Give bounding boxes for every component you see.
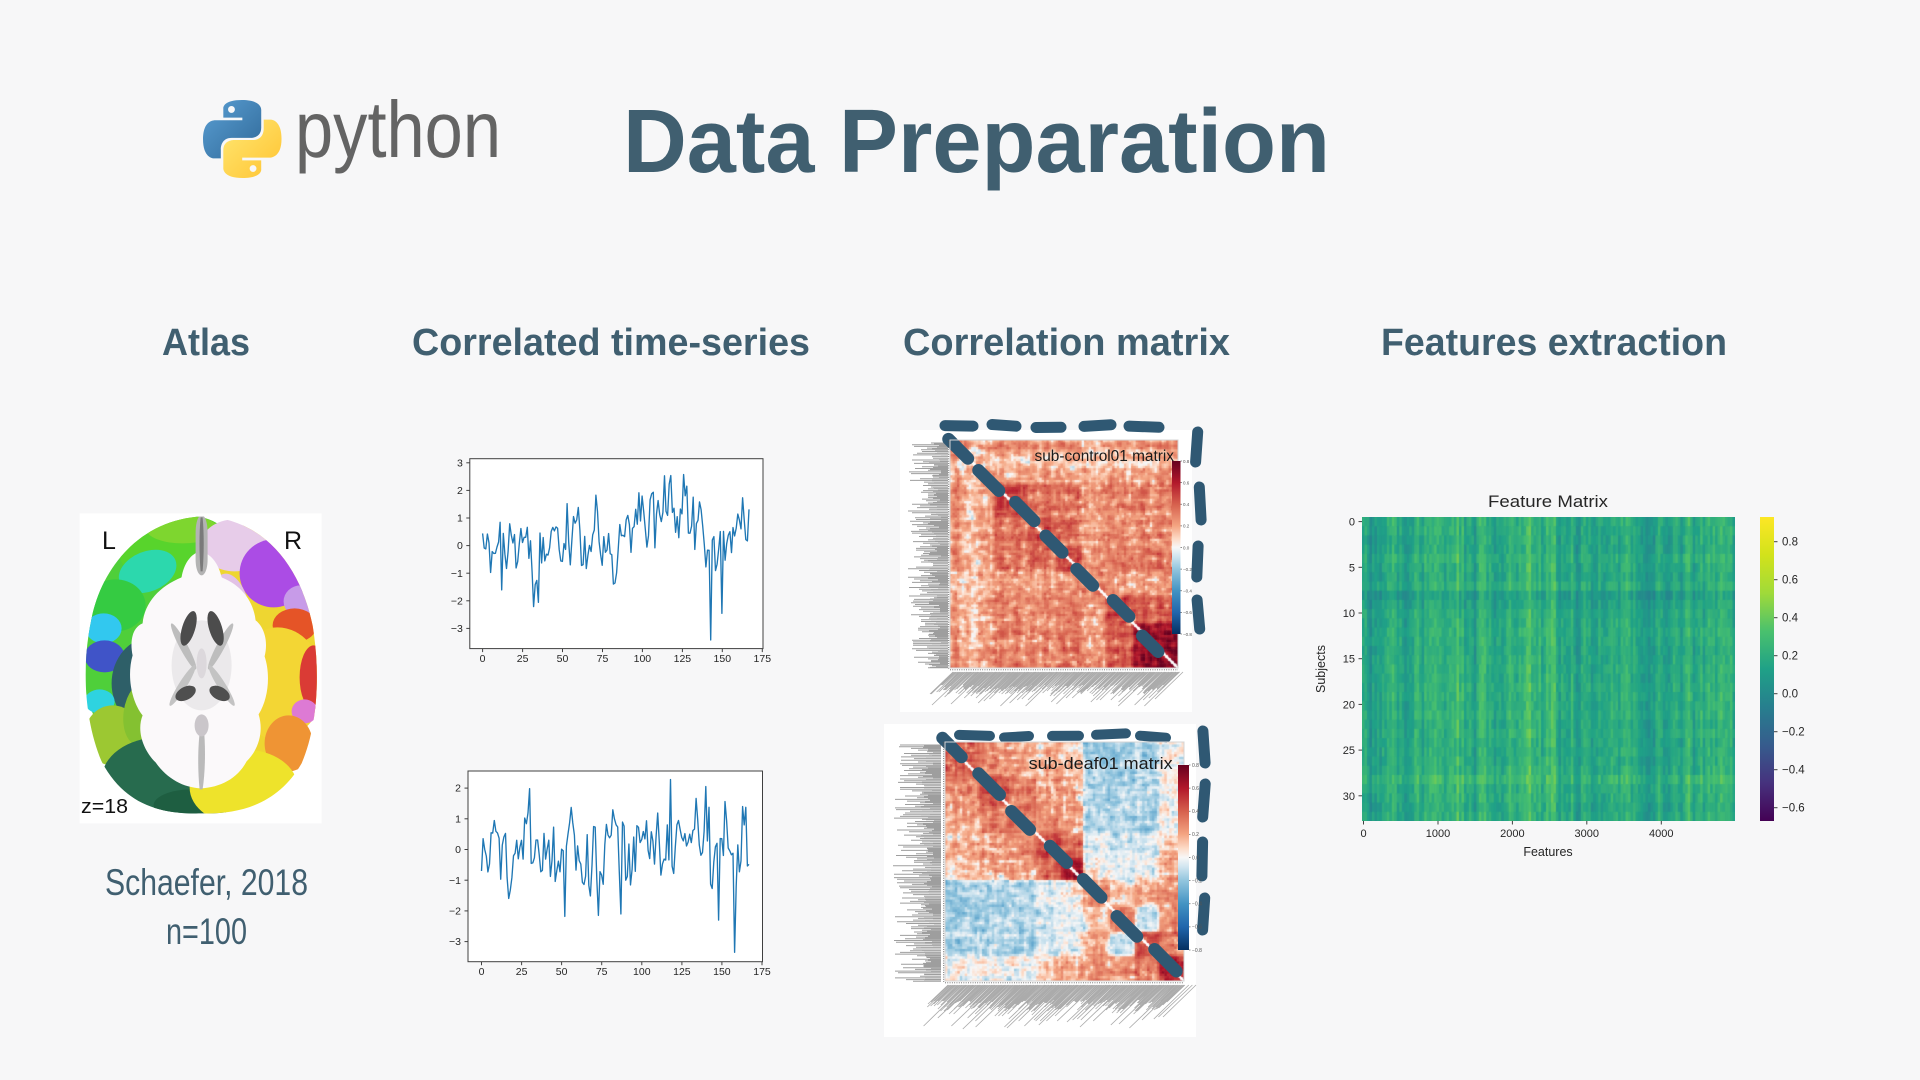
svg-text:Features extraction: Features extraction xyxy=(1381,322,1727,364)
svg-text:0.4: 0.4 xyxy=(1192,809,1199,815)
svg-text:Atlas: Atlas xyxy=(162,322,250,364)
svg-text:0.2: 0.2 xyxy=(1782,651,1798,663)
svg-text:−0.8: −0.8 xyxy=(1192,948,1202,954)
svg-text:−0.2: −0.2 xyxy=(1782,727,1805,739)
svg-text:−0.4: −0.4 xyxy=(1192,902,1202,908)
svg-text:−0.4: −0.4 xyxy=(1782,765,1805,777)
svg-text:0.6: 0.6 xyxy=(1782,575,1798,587)
svg-text:1: 1 xyxy=(457,513,463,525)
svg-text:1: 1 xyxy=(455,813,461,825)
svg-text:Feature Matrix: Feature Matrix xyxy=(1488,493,1609,511)
svg-text:2000: 2000 xyxy=(1500,828,1524,840)
svg-text:0.0: 0.0 xyxy=(1192,855,1199,861)
svg-text:75: 75 xyxy=(597,653,609,665)
svg-text:0.6: 0.6 xyxy=(1183,480,1190,485)
svg-text:−0.4: −0.4 xyxy=(1183,589,1192,594)
svg-text:1000: 1000 xyxy=(1426,828,1450,840)
svg-text:25: 25 xyxy=(1343,745,1355,757)
svg-text:0.8: 0.8 xyxy=(1183,459,1190,464)
svg-text:150: 150 xyxy=(714,653,732,665)
svg-text:−0.6: −0.6 xyxy=(1782,803,1805,815)
svg-text:0.6: 0.6 xyxy=(1192,786,1199,792)
svg-text:0: 0 xyxy=(479,966,485,978)
svg-text:−3: −3 xyxy=(449,936,461,948)
svg-text:n=100: n=100 xyxy=(166,911,247,952)
svg-text:3000: 3000 xyxy=(1575,828,1599,840)
svg-text:0.8: 0.8 xyxy=(1192,763,1199,769)
svg-text:2: 2 xyxy=(457,485,463,497)
svg-text:0: 0 xyxy=(480,653,486,665)
svg-text:175: 175 xyxy=(753,966,771,978)
svg-text:100: 100 xyxy=(633,966,651,978)
svg-text:python: python xyxy=(295,85,501,174)
svg-text:−0.8: −0.8 xyxy=(1183,632,1192,637)
svg-text:0.4: 0.4 xyxy=(1782,613,1799,625)
svg-text:−2: −2 xyxy=(451,595,463,607)
svg-text:100: 100 xyxy=(634,653,652,665)
svg-text:−3: −3 xyxy=(451,623,463,635)
svg-text:−2: −2 xyxy=(449,906,461,918)
svg-text:Correlated time-series: Correlated time-series xyxy=(412,322,810,364)
svg-text:125: 125 xyxy=(674,653,692,665)
svg-text:−1: −1 xyxy=(451,568,463,580)
svg-text:0.8: 0.8 xyxy=(1782,537,1798,549)
svg-text:−0.6: −0.6 xyxy=(1192,925,1202,931)
svg-text:−0.6: −0.6 xyxy=(1183,610,1192,615)
svg-text:0: 0 xyxy=(455,844,461,856)
svg-text:sub-control01 matrix: sub-control01 matrix xyxy=(1035,448,1175,465)
svg-text:3: 3 xyxy=(457,457,463,469)
svg-text:5: 5 xyxy=(1349,562,1355,574)
svg-text:z=18: z=18 xyxy=(81,796,128,818)
svg-text:0.4: 0.4 xyxy=(1183,502,1190,507)
svg-text:−1: −1 xyxy=(449,875,461,887)
svg-text:sub-deaf01 matrix: sub-deaf01 matrix xyxy=(1029,754,1174,773)
svg-text:0: 0 xyxy=(457,540,463,552)
svg-text:50: 50 xyxy=(556,966,568,978)
svg-text:Features: Features xyxy=(1523,845,1572,859)
svg-text:0.2: 0.2 xyxy=(1192,832,1199,838)
svg-text:Data Preparation: Data Preparation xyxy=(623,92,1330,192)
svg-text:0: 0 xyxy=(1360,828,1366,840)
svg-text:30: 30 xyxy=(1343,791,1355,803)
svg-text:−0.2: −0.2 xyxy=(1183,567,1192,572)
svg-text:L: L xyxy=(102,527,116,555)
svg-text:0.2: 0.2 xyxy=(1183,524,1190,529)
svg-text:25: 25 xyxy=(516,966,528,978)
svg-text:175: 175 xyxy=(754,653,772,665)
svg-text:Schaefer, 2018: Schaefer, 2018 xyxy=(105,862,308,903)
svg-text:10: 10 xyxy=(1343,608,1355,620)
svg-text:0.0: 0.0 xyxy=(1782,689,1798,701)
svg-text:2: 2 xyxy=(455,783,461,795)
svg-text:0.0: 0.0 xyxy=(1183,545,1190,550)
svg-text:R: R xyxy=(284,527,302,555)
svg-text:Subjects: Subjects xyxy=(1314,645,1328,693)
svg-text:−0.2: −0.2 xyxy=(1192,878,1202,884)
svg-text:15: 15 xyxy=(1343,654,1355,666)
svg-text:4000: 4000 xyxy=(1649,828,1673,840)
svg-text:Correlation matrix: Correlation matrix xyxy=(903,322,1230,364)
svg-text:75: 75 xyxy=(596,966,608,978)
svg-text:50: 50 xyxy=(557,653,569,665)
svg-text:0: 0 xyxy=(1349,517,1355,529)
svg-text:20: 20 xyxy=(1343,699,1355,711)
svg-text:25: 25 xyxy=(517,653,529,665)
svg-text:150: 150 xyxy=(713,966,731,978)
svg-text:125: 125 xyxy=(673,966,691,978)
